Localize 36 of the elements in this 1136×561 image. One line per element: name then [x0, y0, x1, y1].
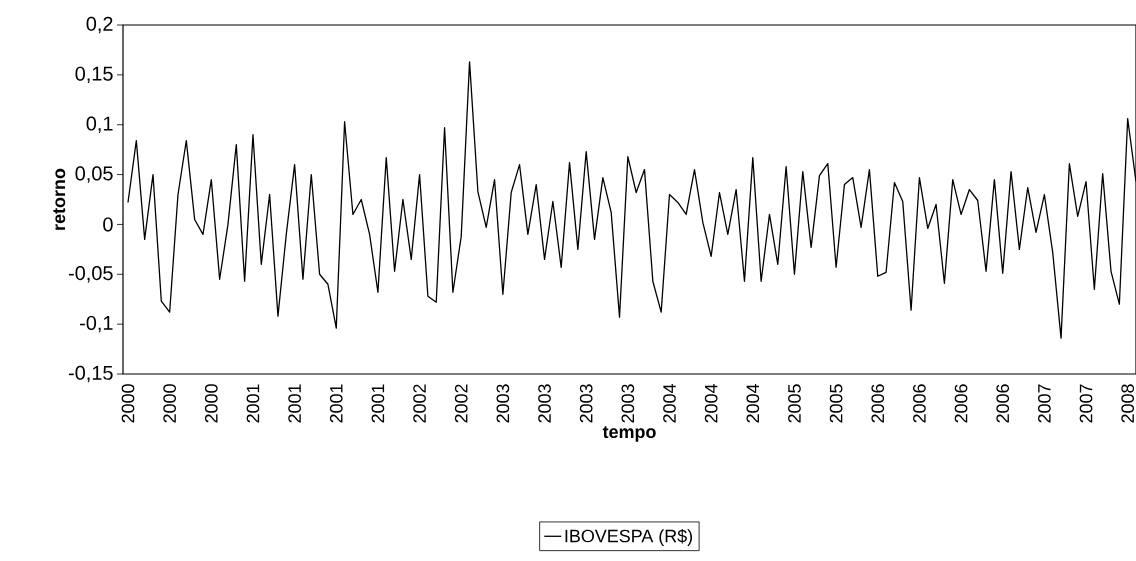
x-axis-title: tempo	[602, 426, 656, 442]
x-tick-label: 2001	[329, 384, 343, 423]
x-tick-label: 2000	[163, 384, 176, 423]
x-tick-label: 2003	[579, 384, 593, 423]
y-tick-label: 0,15	[75, 66, 113, 84]
x-tick-label: 2003	[538, 384, 551, 423]
x-tick-label: 2001	[246, 384, 260, 423]
x-tick-label: 2005	[788, 384, 801, 423]
x-tick-label: 2004	[746, 384, 760, 423]
x-tick-label: 2006	[871, 384, 885, 423]
x-tick-label: 2004	[663, 384, 676, 423]
x-tick-label: 2001	[371, 384, 385, 423]
x-tick-label: 2004	[704, 384, 718, 423]
x-tick-label: 2000	[204, 384, 218, 423]
x-tick-label: 2000	[121, 384, 135, 423]
x-tick-label: 2006	[913, 384, 926, 423]
x-tick-label: 2006	[996, 384, 1010, 423]
y-tick-label: 0	[103, 217, 113, 232]
y-axis-title: retorno	[53, 168, 66, 230]
x-tick-label: 2005	[829, 384, 843, 423]
y-tick-label: -0,15	[68, 365, 113, 383]
x-tick-label: 2002	[454, 384, 468, 423]
x-tick-label: 2003	[621, 384, 635, 423]
x-tick-label: 2007	[1079, 384, 1093, 423]
x-tick-label: 2002	[413, 384, 426, 423]
x-tick-label: 2007	[1038, 384, 1051, 423]
x-tick-label: 2001	[288, 384, 301, 423]
y-tick-label: 0,2	[86, 16, 113, 34]
y-tick-label: -0,05	[68, 266, 113, 283]
x-tick-label: 2008	[1121, 384, 1135, 423]
x-tick-label: 2003	[496, 384, 510, 423]
legend-label: IBOVESPA (R$)	[565, 528, 693, 546]
x-tick-label: 2006	[954, 384, 968, 423]
y-tick-label: 0,05	[75, 166, 113, 183]
y-tick-label: -0,1	[80, 315, 113, 333]
y-tick-label: 0,1	[86, 116, 113, 133]
